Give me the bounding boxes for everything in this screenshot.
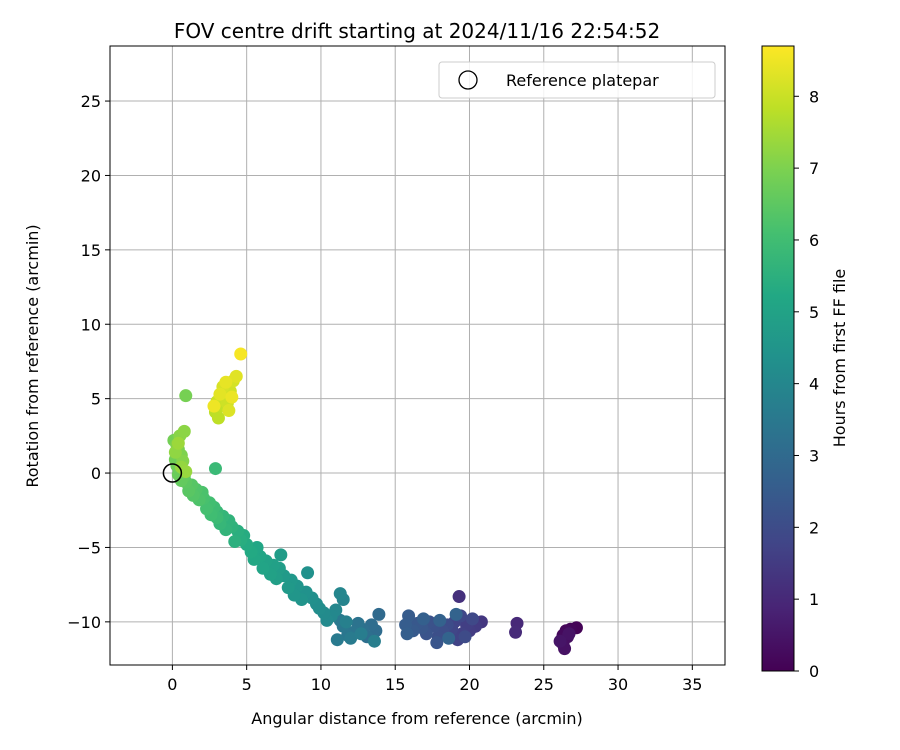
colorbar-tick-label: 1 bbox=[809, 590, 819, 609]
data-point bbox=[449, 607, 463, 621]
colorbar-tick-label: 5 bbox=[809, 303, 819, 322]
colorbar-tick-label: 7 bbox=[809, 159, 819, 178]
data-point bbox=[301, 566, 315, 580]
data-point bbox=[256, 561, 270, 575]
data-point bbox=[339, 615, 353, 629]
data-point bbox=[458, 630, 472, 644]
data-point bbox=[372, 607, 386, 621]
data-point bbox=[274, 548, 288, 562]
scatter-points bbox=[167, 347, 583, 656]
x-axis-label: Angular distance from reference (arcmin) bbox=[251, 709, 582, 728]
legend: Reference platepar bbox=[438, 61, 716, 99]
data-point bbox=[333, 587, 347, 601]
x-tick-label: 35 bbox=[682, 675, 702, 694]
grid bbox=[110, 46, 725, 665]
data-point bbox=[234, 347, 248, 361]
y-tick-label: 0 bbox=[91, 464, 101, 483]
x-tick-label: 30 bbox=[608, 675, 628, 694]
colorbar-gradient bbox=[761, 45, 795, 672]
data-point bbox=[229, 369, 243, 383]
x-axis-ticks: 0 5 10 15 20 25 30 35 bbox=[167, 665, 702, 694]
legend-marker-icon bbox=[458, 70, 478, 90]
data-point bbox=[207, 399, 221, 413]
reference-platepar-marker bbox=[162, 463, 183, 483]
data-point bbox=[344, 631, 358, 645]
data-point bbox=[442, 631, 456, 645]
data-point bbox=[200, 502, 214, 516]
x-tick-label: 15 bbox=[385, 675, 405, 694]
colorbar-tick-label: 0 bbox=[809, 662, 819, 681]
data-point bbox=[416, 612, 430, 626]
colorbar-ticks: 0 1 2 3 4 5 6 7 8 bbox=[794, 87, 819, 681]
plot-frame bbox=[109, 45, 726, 666]
colorbar-tick-label: 4 bbox=[809, 375, 819, 394]
data-point bbox=[367, 634, 381, 648]
data-point bbox=[330, 633, 344, 647]
x-tick-label: 5 bbox=[242, 675, 252, 694]
data-point bbox=[433, 613, 447, 627]
data-point bbox=[509, 625, 523, 639]
y-tick-label: 20 bbox=[81, 166, 101, 185]
data-point bbox=[213, 387, 227, 401]
data-point bbox=[171, 436, 185, 450]
data-point bbox=[430, 636, 444, 650]
colorbar-tick-label: 6 bbox=[809, 231, 819, 250]
y-tick-label: 10 bbox=[81, 315, 101, 334]
colorbar-tick-label: 3 bbox=[809, 446, 819, 465]
x-tick-label: 0 bbox=[167, 675, 177, 694]
y-tick-label: −5 bbox=[77, 538, 101, 557]
data-point bbox=[354, 627, 368, 641]
y-tick-label: −10 bbox=[67, 613, 101, 632]
data-point bbox=[553, 634, 567, 648]
data-point bbox=[225, 390, 239, 404]
legend-label: Reference platepar bbox=[506, 71, 659, 90]
x-tick-label: 25 bbox=[534, 675, 554, 694]
colorbar-tick-label: 8 bbox=[809, 87, 819, 106]
y-tick-label: 15 bbox=[81, 241, 101, 260]
colorbar-label: Hours from first FF file bbox=[830, 269, 849, 448]
data-point bbox=[222, 404, 236, 418]
data-point bbox=[179, 389, 193, 403]
chart-title: FOV centre drift starting at 2024/11/16 … bbox=[174, 19, 660, 43]
legend-box bbox=[438, 61, 716, 99]
x-tick-label: 20 bbox=[459, 675, 479, 694]
data-point bbox=[177, 424, 191, 438]
data-point bbox=[179, 465, 193, 479]
x-tick-label: 10 bbox=[311, 675, 331, 694]
data-point bbox=[465, 612, 479, 626]
data-point bbox=[281, 581, 295, 595]
y-tick-label: 5 bbox=[91, 390, 101, 409]
y-tick-label: 25 bbox=[81, 92, 101, 111]
colorbar-tick-label: 2 bbox=[809, 518, 819, 537]
data-point bbox=[452, 590, 466, 604]
reference-marker-group bbox=[162, 463, 183, 483]
data-point bbox=[211, 411, 225, 425]
y-axis-ticks: −10 −5 0 5 10 15 20 25 bbox=[67, 92, 110, 632]
data-point bbox=[562, 627, 576, 641]
data-point bbox=[400, 627, 414, 641]
data-point bbox=[228, 534, 242, 548]
data-point bbox=[219, 375, 233, 389]
data-point bbox=[208, 462, 222, 476]
colorbar: 0 1 2 3 4 5 6 7 8 Hours from first FF file bbox=[761, 45, 849, 681]
y-axis-label: Rotation from reference (arcmin) bbox=[23, 224, 42, 487]
